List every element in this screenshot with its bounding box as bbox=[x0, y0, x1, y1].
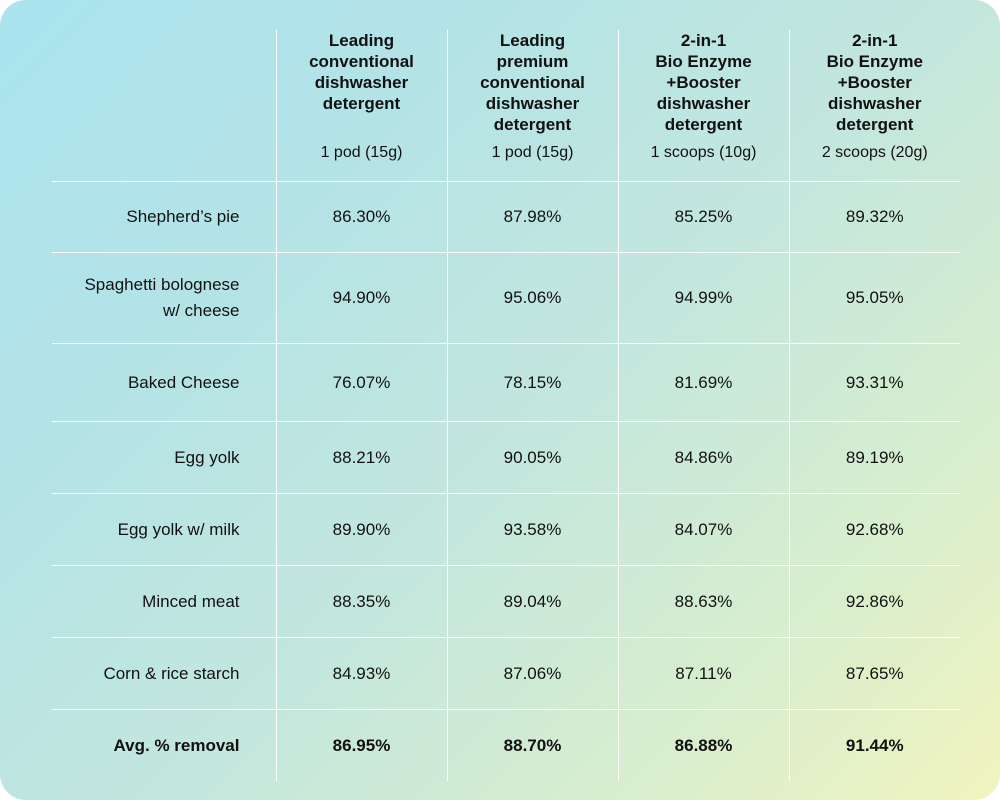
stain-removal-table: Leading conventional dishwasher detergen… bbox=[52, 30, 960, 781]
cell-value: 94.99% bbox=[617, 252, 789, 344]
cell-value: 89.32% bbox=[788, 181, 960, 253]
row-label: Baked Cheese bbox=[127, 372, 240, 392]
summary-label: Avg. % removal bbox=[113, 735, 240, 755]
cell-value: 87.98% bbox=[446, 181, 618, 253]
table-row: Minced meat 88.35% 89.04% 88.63% 92.86% bbox=[52, 565, 960, 638]
cell-value: 89.90% bbox=[275, 493, 447, 566]
header-row: Leading conventional dishwasher detergen… bbox=[52, 30, 960, 182]
column-dose: 1 pod (15g) bbox=[320, 144, 403, 161]
cell-value: 87.65% bbox=[788, 637, 960, 710]
cell-value: 93.58% bbox=[446, 493, 618, 566]
row-label: Egg yolk bbox=[174, 447, 240, 467]
summary-value: 88.70% bbox=[446, 709, 618, 781]
table-row: Egg yolk 88.21% 90.05% 84.86% 89.19% bbox=[52, 421, 960, 494]
cell-value: 84.93% bbox=[275, 637, 447, 710]
summary-row: Avg. % removal 86.95% 88.70% 86.88% 91.4… bbox=[52, 709, 960, 781]
column-header-0: Leading conventional dishwasher detergen… bbox=[275, 30, 447, 182]
column-dose: 1 pod (15g) bbox=[491, 144, 574, 161]
cell-value: 87.06% bbox=[446, 637, 618, 710]
cell-value: 89.04% bbox=[446, 565, 618, 638]
corner-cell bbox=[52, 30, 276, 182]
cell-value: 88.35% bbox=[275, 565, 447, 638]
cell-value: 86.30% bbox=[275, 181, 447, 253]
table-row: Egg yolk w/ milk 89.90% 93.58% 84.07% 92… bbox=[52, 493, 960, 566]
summary-value: 86.95% bbox=[275, 709, 447, 781]
cell-value: 81.69% bbox=[617, 343, 789, 422]
table-row: Baked Cheese 76.07% 78.15% 81.69% 93.31% bbox=[52, 343, 960, 422]
summary-value: 86.88% bbox=[617, 709, 789, 781]
cell-value: 95.06% bbox=[446, 252, 618, 344]
cell-value: 87.11% bbox=[617, 637, 789, 710]
column-dose: 1 scoops (10g) bbox=[650, 144, 757, 161]
cell-value: 92.68% bbox=[788, 493, 960, 566]
cell-value: 92.86% bbox=[788, 565, 960, 638]
column-header-2: 2-in-1 Bio Enzyme +Booster dishwasher de… bbox=[617, 30, 789, 182]
row-label: Egg yolk w/ milk bbox=[117, 519, 240, 539]
column-title: 2-in-1 Bio Enzyme +Booster dishwasher de… bbox=[655, 31, 752, 134]
table-row: Spaghetti bolognese w/ cheese 94.90% 95.… bbox=[52, 252, 960, 344]
cell-value: 94.90% bbox=[275, 252, 447, 344]
cell-value: 88.63% bbox=[617, 565, 789, 638]
column-title: 2-in-1 Bio Enzyme +Booster dishwasher de… bbox=[826, 31, 923, 134]
cell-value: 88.21% bbox=[275, 421, 447, 494]
column-header-3: 2-in-1 Bio Enzyme +Booster dishwasher de… bbox=[788, 30, 960, 182]
row-label: Spaghetti bolognese w/ cheese bbox=[84, 275, 240, 320]
cell-value: 84.86% bbox=[617, 421, 789, 494]
cell-value: 84.07% bbox=[617, 493, 789, 566]
cell-value: 78.15% bbox=[446, 343, 618, 422]
table-row: Shepherd’s pie 86.30% 87.98% 85.25% 89.3… bbox=[52, 181, 960, 253]
cell-value: 76.07% bbox=[275, 343, 447, 422]
row-label: Minced meat bbox=[142, 591, 240, 611]
summary-value: 91.44% bbox=[788, 709, 960, 781]
cell-value: 93.31% bbox=[788, 343, 960, 422]
column-title: Leading conventional dishwasher detergen… bbox=[309, 31, 414, 113]
cell-value: 90.05% bbox=[446, 421, 618, 494]
column-header-1: Leading premium conventional dishwasher … bbox=[446, 30, 618, 182]
column-title: Leading premium conventional dishwasher … bbox=[480, 31, 585, 134]
row-label: Corn & rice starch bbox=[103, 663, 240, 683]
column-dose: 2 scoops (20g) bbox=[821, 144, 928, 161]
row-label: Shepherd’s pie bbox=[126, 207, 240, 226]
cell-value: 85.25% bbox=[617, 181, 789, 253]
cell-value: 89.19% bbox=[788, 421, 960, 494]
cell-value: 95.05% bbox=[788, 252, 960, 344]
table-row: Corn & rice starch 84.93% 87.06% 87.11% … bbox=[52, 637, 960, 710]
